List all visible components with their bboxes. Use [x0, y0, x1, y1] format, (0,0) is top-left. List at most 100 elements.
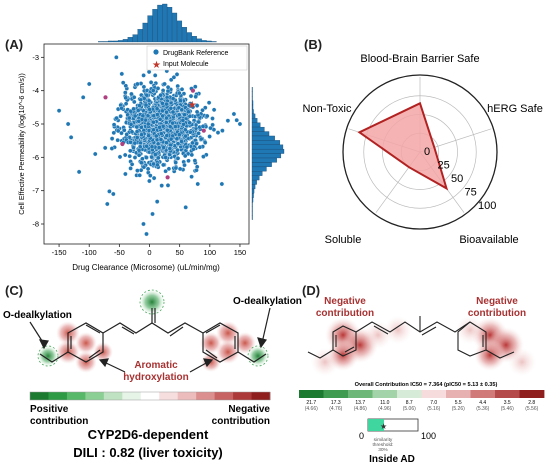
top-hist-bar: [147, 15, 153, 43]
data-point: [191, 146, 196, 152]
data-point: [144, 155, 149, 160]
data-point: [207, 134, 212, 139]
legend: DrugBank Reference ★ Input Molecule: [146, 45, 248, 71]
c-colorbar: [29, 391, 271, 401]
axis-herg: hERG Safe: [487, 103, 543, 115]
data-point: [148, 80, 154, 85]
data-point: [139, 160, 144, 165]
data-point: [146, 98, 152, 104]
data-point: [159, 131, 164, 136]
c-o-dealkylation-right: O-dealkylation: [233, 296, 302, 307]
data-point: [123, 83, 129, 89]
data-point: [129, 91, 134, 97]
top-hist-bar: [167, 7, 173, 43]
data-point: [134, 129, 140, 134]
data-point: [137, 173, 142, 178]
plot-area: [43, 43, 250, 245]
c-colorbar-cell: [251, 392, 271, 400]
top-hist-bar: [181, 27, 187, 43]
data-point: [175, 156, 181, 161]
sim-label-3: 30%: [378, 447, 388, 453]
d-tick-value: 2.8: [528, 400, 535, 406]
data-point: [126, 115, 132, 121]
data-point: [149, 154, 154, 160]
data-point: [154, 106, 160, 112]
data-point: [190, 104, 196, 110]
data-point: [156, 155, 161, 161]
x-ticks: -150 -100 -50 0 50 100 150: [52, 244, 246, 257]
d-colorbar-cell: [470, 390, 496, 398]
d-tick-value: 13.7: [355, 400, 365, 406]
data-point: [194, 103, 200, 108]
data-point: [124, 132, 129, 137]
panel-a-label: (A): [5, 37, 24, 52]
d-colorbar-cell: [397, 390, 422, 398]
data-point: [163, 168, 168, 174]
data-point: [201, 154, 206, 159]
top-hist-bar: [132, 34, 138, 43]
top-histogram: [98, 3, 217, 43]
data-point: [122, 127, 127, 133]
point-cloud: [76, 64, 239, 204]
radar-tick-label: 25: [438, 160, 450, 172]
data-point: [195, 181, 201, 187]
data-point: [168, 105, 174, 111]
c-colorbar-cell: [30, 392, 49, 400]
data-point: [129, 129, 135, 135]
data-point: [102, 145, 108, 151]
data-point: [150, 88, 156, 93]
data-point: [136, 118, 142, 124]
data-point: [158, 92, 163, 98]
sim-label-2: threshold:: [372, 442, 393, 448]
axis-bbb: Blood-Brain Barrier Safe: [360, 53, 479, 65]
data-point: [201, 128, 206, 133]
top-hist-bar: [107, 40, 113, 43]
d-tick-sub: (5.56): [525, 406, 538, 412]
data-point: [107, 189, 112, 194]
x-tick-label: -150: [52, 248, 67, 257]
top-hist-bar: [196, 38, 202, 43]
y-axis-label: Cell Effective Permeability (log(10^-6 c…: [17, 73, 26, 215]
data-point: [188, 93, 194, 99]
data-point: [86, 81, 92, 87]
top-hist-bar: [191, 36, 197, 43]
d-tick-sub: (5.16): [427, 406, 440, 412]
data-point: [153, 152, 158, 157]
top-hist-bar: [206, 40, 212, 43]
top-hist-bar: [103, 41, 109, 43]
d-tick-sub: (4.86): [354, 406, 367, 412]
data-point: [177, 132, 182, 137]
axis-bioavailable: Bioavailable: [459, 234, 518, 246]
data-point: [119, 71, 125, 77]
data-point: [194, 141, 199, 146]
d-tick-value: 8.7: [406, 400, 413, 406]
data-point: [165, 84, 171, 90]
c-colorbar-cell: [122, 392, 142, 400]
c-aromatic-label-2: hydroxylation: [123, 372, 189, 383]
c-colorbar-cell: [85, 392, 105, 400]
data-point: [164, 133, 170, 138]
radar-tick-label: 50: [451, 173, 463, 185]
c-title-2: DILI : 0.82 (liver toxicity): [73, 445, 223, 460]
radar-tick-label: 75: [465, 187, 477, 199]
c-colorbar-cell: [140, 392, 160, 400]
data-point: [134, 124, 140, 130]
data-point: [144, 92, 150, 98]
c-arrows: [29, 307, 271, 373]
legend-marker-drugbank: [153, 49, 159, 55]
data-point: [186, 102, 192, 108]
data-point: [128, 148, 133, 154]
data-point: [176, 112, 182, 118]
d-molecule-skeleton: [307, 316, 515, 359]
top-hist-bar: [152, 9, 158, 43]
c-colorbar-cell: [48, 392, 68, 400]
data-point: [135, 81, 140, 87]
data-point: [186, 109, 191, 115]
top-hist-bar: [172, 12, 178, 43]
panel-c-label: (C): [5, 283, 24, 298]
top-hist-bar: [177, 20, 183, 43]
data-point: [167, 124, 173, 129]
